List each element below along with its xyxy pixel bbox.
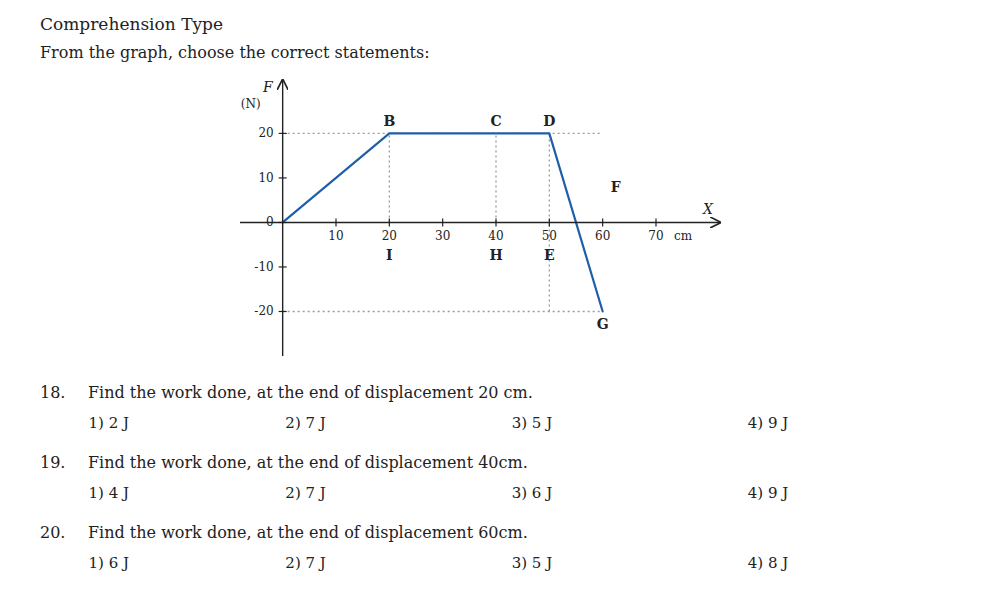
question-number: 19. (40, 453, 65, 472)
chart: Comprehension Type From the graph, choose… (0, 0, 984, 606)
x-tick-label: 70 (648, 229, 663, 243)
guide-line-v (549, 133, 550, 311)
y-tick (279, 311, 287, 312)
x-tick-label: 20 (382, 229, 397, 243)
guide-line-v (389, 133, 390, 222)
x-tick-label: 60 (595, 229, 610, 243)
title: Comprehension Type (40, 14, 223, 34)
question-option: 1) 6 J (89, 554, 130, 572)
subtitle: From the graph, choose the correct state… (40, 43, 430, 62)
guide-line-v (495, 133, 496, 222)
x-tick (602, 218, 603, 226)
x-tick-label: 40 (488, 229, 503, 243)
question-option: 2) 7 J (285, 484, 326, 502)
question-option: 1) 4 J (89, 484, 130, 502)
x-tick-label: 30 (435, 229, 450, 243)
x-label: X (702, 201, 714, 217)
question-option: 3) 6 J (512, 484, 553, 502)
question-text: Find the work done, at the end of displa… (88, 383, 533, 402)
question-text: Find the work done, at the end of displa… (88, 453, 528, 472)
question-text: Find the work done, at the end of displa… (88, 523, 528, 542)
point-label: I (386, 247, 393, 263)
point-label: F (611, 179, 621, 195)
y-label: F (262, 79, 274, 95)
x-tick (442, 218, 443, 226)
x-tick (335, 218, 336, 226)
question-option: 2) 7 J (285, 554, 326, 572)
question-option: 1) 2 J (89, 414, 130, 432)
y-tick-label: 10 (258, 171, 273, 185)
x-tick-label: 10 (328, 229, 343, 243)
question-option: 3) 5 J (512, 554, 553, 572)
point-label: E (544, 247, 555, 263)
question-option: 3) 5 J (512, 414, 553, 432)
question-option: 4) 8 J (748, 554, 789, 572)
question-option: 4) 9 J (748, 414, 789, 432)
y-tick (279, 222, 287, 223)
y-tick (279, 133, 287, 134)
x-tick (495, 218, 496, 226)
guide-line-h (283, 311, 603, 312)
point-label: B (383, 113, 395, 129)
point-label: D (543, 113, 555, 129)
y-tick-label: -20 (254, 304, 273, 318)
point-label: G (597, 316, 609, 332)
y-tick (279, 177, 287, 178)
x-tick-label: 50 (542, 229, 557, 243)
x-tick (655, 218, 656, 226)
y-tick-label: -10 (254, 260, 273, 274)
x-tick (389, 218, 390, 226)
x-tick (549, 218, 550, 226)
point-label: C (490, 113, 501, 129)
y-tick-label: 20 (258, 126, 273, 140)
y-unit: (N) (241, 97, 261, 111)
y-tick (279, 266, 287, 267)
question-number: 20. (40, 523, 65, 542)
x-axis (240, 222, 720, 223)
question-option: 4) 9 J (748, 484, 789, 502)
question-number: 18. (40, 383, 65, 402)
y-axis (282, 80, 283, 356)
point-label: H (489, 247, 502, 263)
question-option: 2) 7 J (285, 414, 326, 432)
x-unit: cm (674, 229, 693, 243)
y-tick-label: 0 (266, 215, 274, 229)
